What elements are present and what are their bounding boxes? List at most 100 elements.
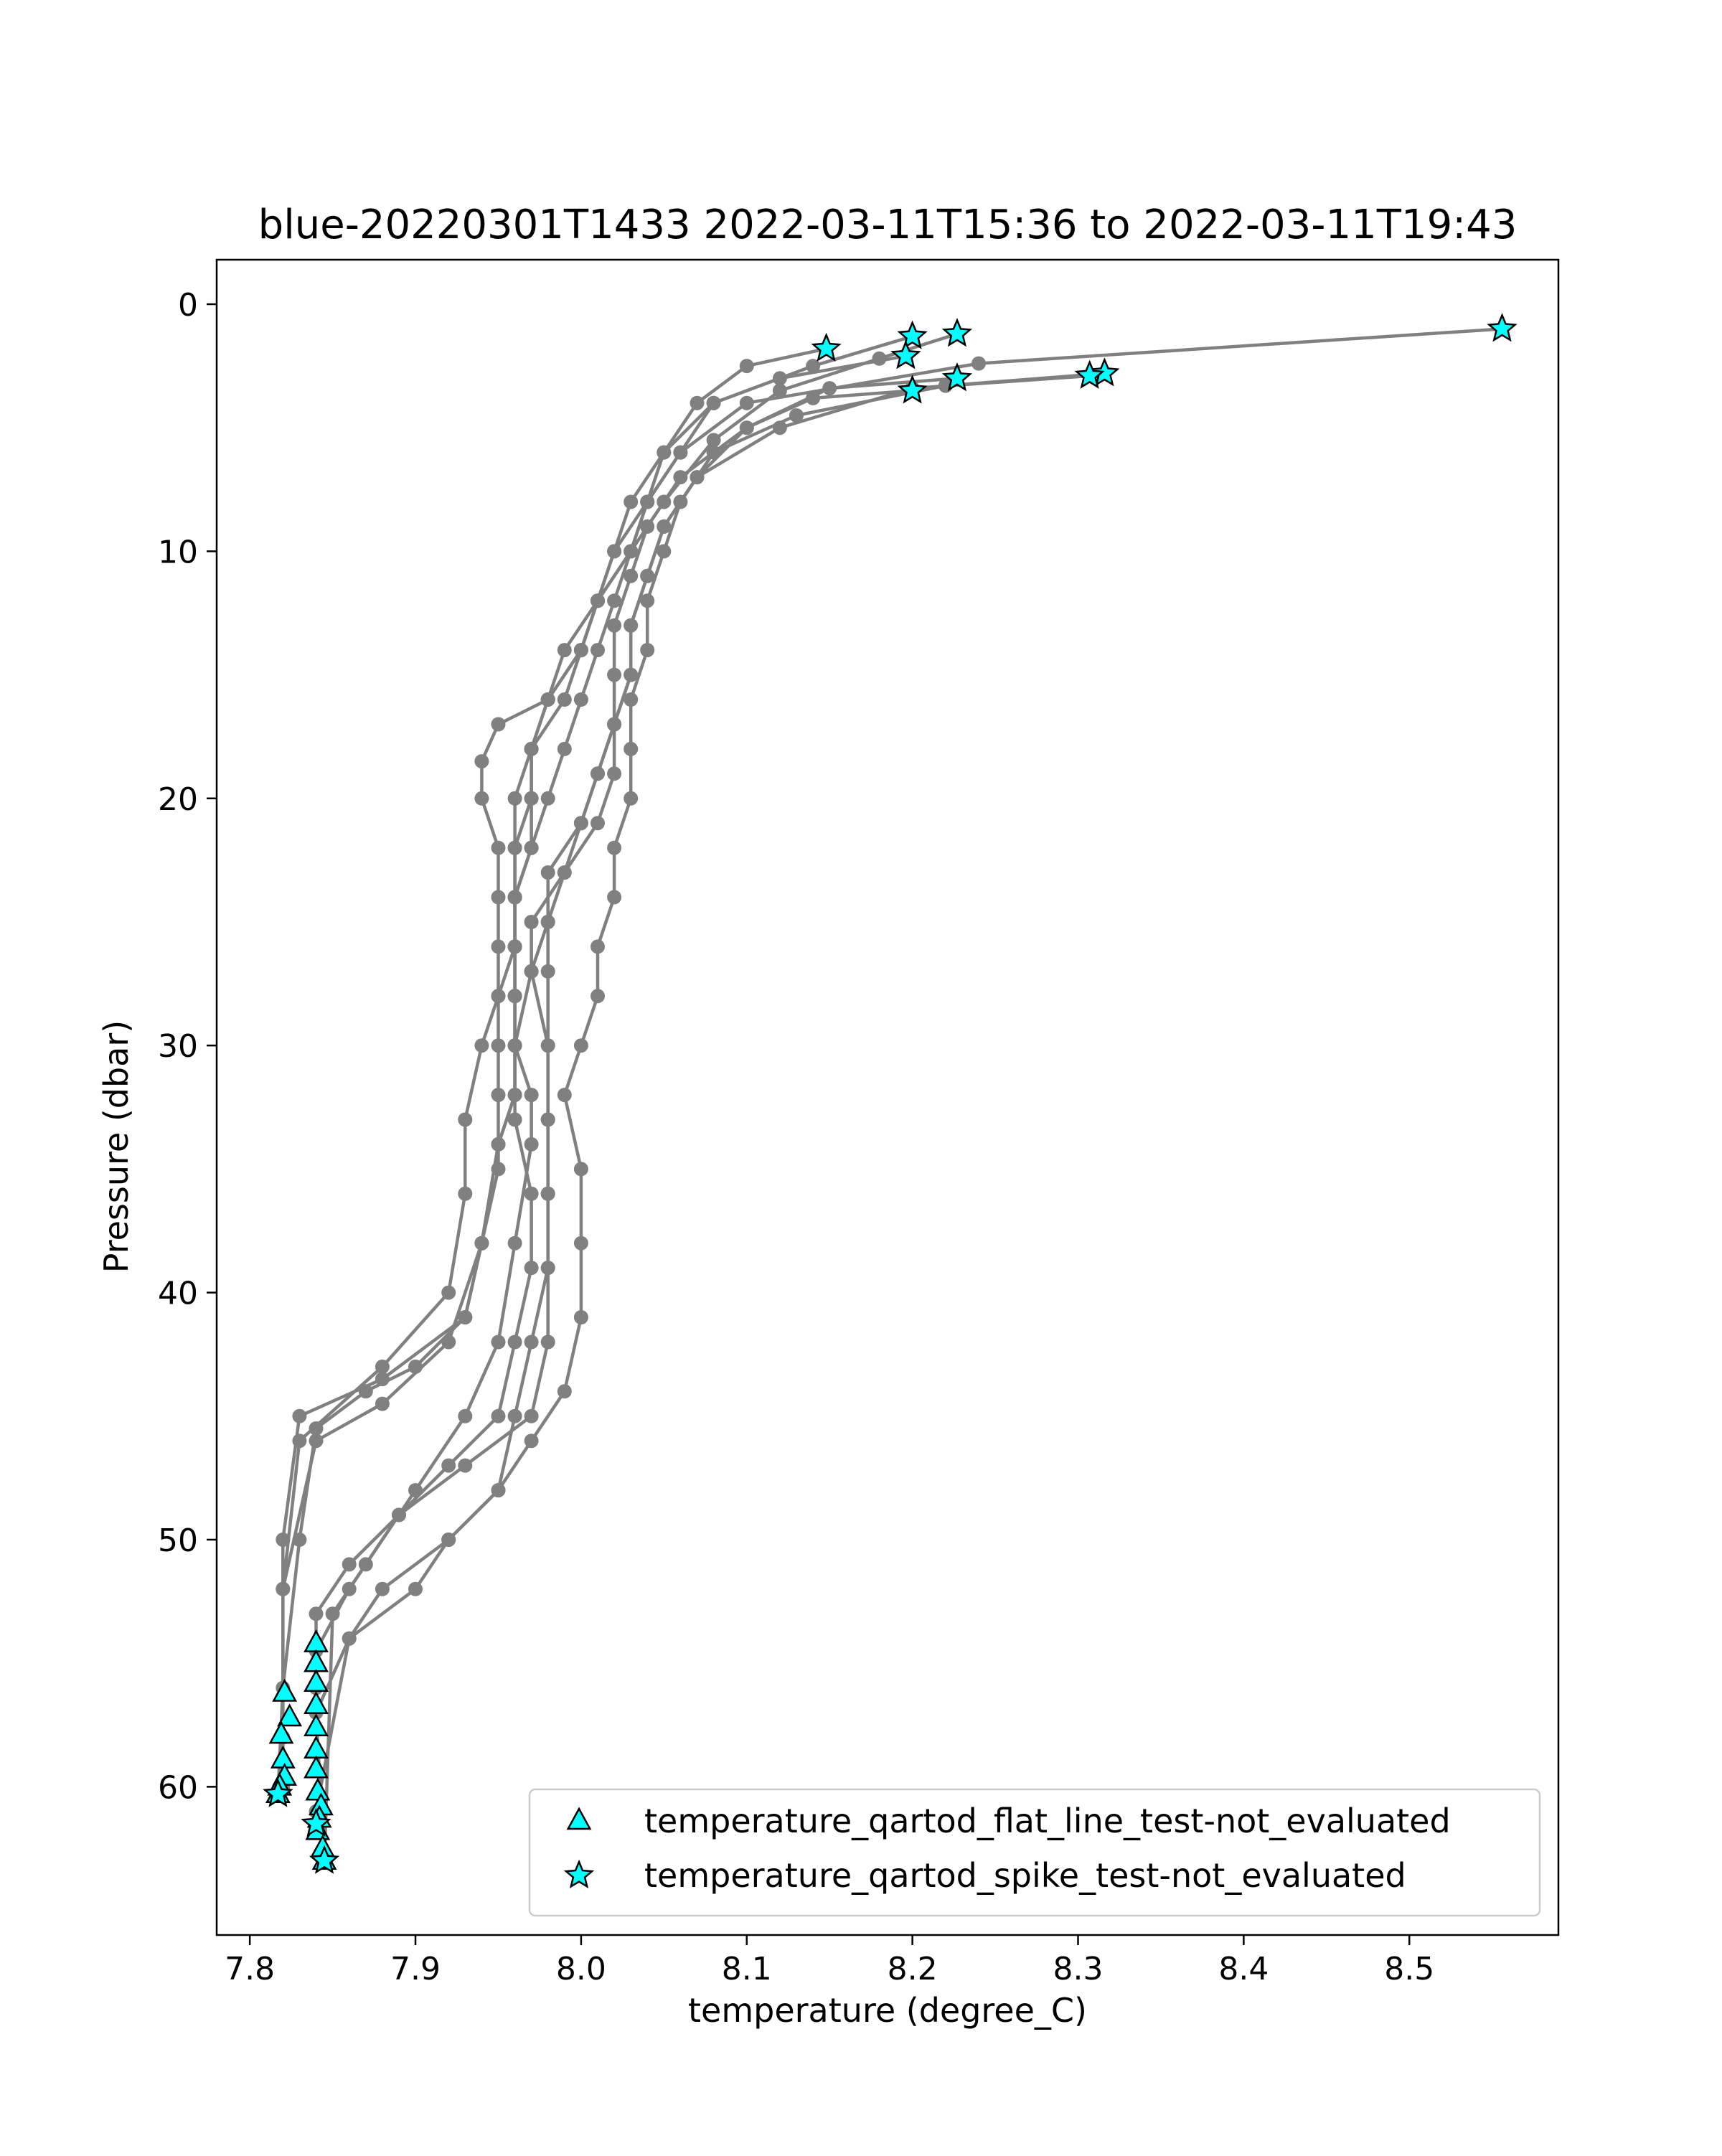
profile-point	[540, 1261, 555, 1276]
profile-line-9	[314, 372, 1105, 1861]
spike-test-marker	[897, 375, 928, 404]
profile-point	[524, 1261, 539, 1276]
profile-point	[507, 840, 522, 855]
y-tick-label: 40	[158, 1276, 198, 1312]
profile-point	[640, 519, 655, 534]
profile-point	[491, 1162, 506, 1177]
profile-point	[441, 1533, 456, 1547]
profile-point	[507, 1235, 522, 1251]
legend-entry-label: temperature_qartod_spike_test-not_evalua…	[644, 1856, 1406, 1895]
profile-point	[739, 395, 754, 410]
x-tick-label: 7.9	[390, 1951, 441, 1987]
profile-point	[673, 494, 688, 509]
profile-point	[557, 1384, 572, 1399]
profile-point	[325, 1606, 340, 1621]
profile-point	[573, 643, 588, 658]
profile-line-3	[281, 334, 913, 1738]
profile-point	[458, 1408, 473, 1423]
profile-point	[540, 1038, 555, 1053]
x-tick-label: 8.5	[1384, 1951, 1434, 1987]
profile-point	[706, 433, 721, 448]
profile-point	[524, 1434, 539, 1449]
spike-test-marker	[263, 1778, 293, 1807]
plot-area	[263, 313, 1518, 1874]
spike-test-marker	[309, 1845, 340, 1874]
legend-entry-label: temperature_qartod_flat_line_test-not_ev…	[644, 1802, 1451, 1840]
profile-point	[624, 494, 639, 509]
x-tick-label: 8.1	[722, 1951, 772, 1987]
legend-star-icon	[563, 1859, 595, 1889]
profile-point	[971, 356, 986, 371]
spike-test-marker	[811, 332, 842, 362]
profile-point	[607, 840, 622, 855]
profile-point	[591, 593, 605, 608]
profile-point	[474, 1235, 489, 1251]
spike-test-marker	[301, 1807, 331, 1837]
profile-point	[806, 359, 821, 374]
profile-point	[491, 1483, 506, 1498]
profile-point	[573, 1162, 588, 1177]
profile-point	[276, 1581, 291, 1596]
profile-point	[739, 420, 754, 436]
profile-point	[491, 717, 506, 732]
profile-point	[557, 741, 572, 756]
profile-point	[822, 381, 837, 396]
profile-point	[491, 1088, 506, 1103]
profile-point	[591, 989, 605, 1004]
profile-point	[375, 1372, 390, 1387]
spike-test-marker	[941, 318, 973, 347]
profile-point	[690, 395, 705, 410]
profile-point	[673, 470, 688, 485]
profile-point	[624, 667, 639, 682]
profile-point	[507, 1334, 522, 1350]
profile-point	[657, 544, 672, 559]
x-tick-label: 8.2	[888, 1951, 938, 1987]
profile-point	[557, 692, 572, 707]
x-tick-label: 8.3	[1053, 1951, 1104, 1987]
profile-point	[540, 1112, 555, 1127]
profile-point	[557, 643, 572, 658]
profile-point	[491, 1408, 506, 1423]
profile-point	[474, 1038, 489, 1053]
profile-point	[673, 445, 688, 460]
profile-point	[624, 741, 639, 756]
profile-point	[491, 840, 506, 855]
spike-test-marker	[941, 362, 973, 392]
profile-point	[573, 1038, 588, 1053]
profile-point	[441, 1285, 456, 1300]
profile-point	[624, 692, 639, 707]
profile-point	[540, 692, 555, 707]
profile-point	[375, 1581, 390, 1596]
profile-point	[309, 1606, 324, 1621]
profile-point	[507, 791, 522, 806]
profile-point	[657, 445, 672, 460]
spike-test-marker	[1089, 357, 1120, 387]
profile-point	[789, 408, 804, 423]
profile-point	[640, 568, 655, 583]
x-tick-label: 8.0	[556, 1951, 606, 1987]
profile-point	[591, 939, 605, 954]
profile-point	[640, 494, 655, 509]
profile-point	[624, 568, 639, 583]
profile-point	[706, 445, 721, 460]
profile-point	[441, 1458, 456, 1473]
profile-point	[375, 1396, 390, 1411]
profile-point	[524, 1408, 539, 1423]
profile-point	[624, 618, 639, 633]
profile-point	[540, 865, 555, 880]
profile-point	[607, 717, 622, 732]
flat-line-test-marker	[304, 1669, 329, 1693]
profile-point	[458, 1310, 473, 1324]
profile-point	[524, 741, 539, 756]
profile-point	[524, 915, 539, 929]
profile-point	[657, 519, 672, 534]
profile-point	[491, 939, 506, 954]
profile-point	[358, 1557, 373, 1572]
legend-triangle-icon	[566, 1807, 592, 1830]
profile-point	[573, 816, 588, 831]
y-tick-label: 30	[158, 1028, 198, 1065]
axes: 7.8 7.9 8.0 8.1 8.2 8.3 8.4 8.5 0 10 20 30 40 50 60	[158, 287, 1434, 1987]
profile-point	[474, 791, 489, 806]
